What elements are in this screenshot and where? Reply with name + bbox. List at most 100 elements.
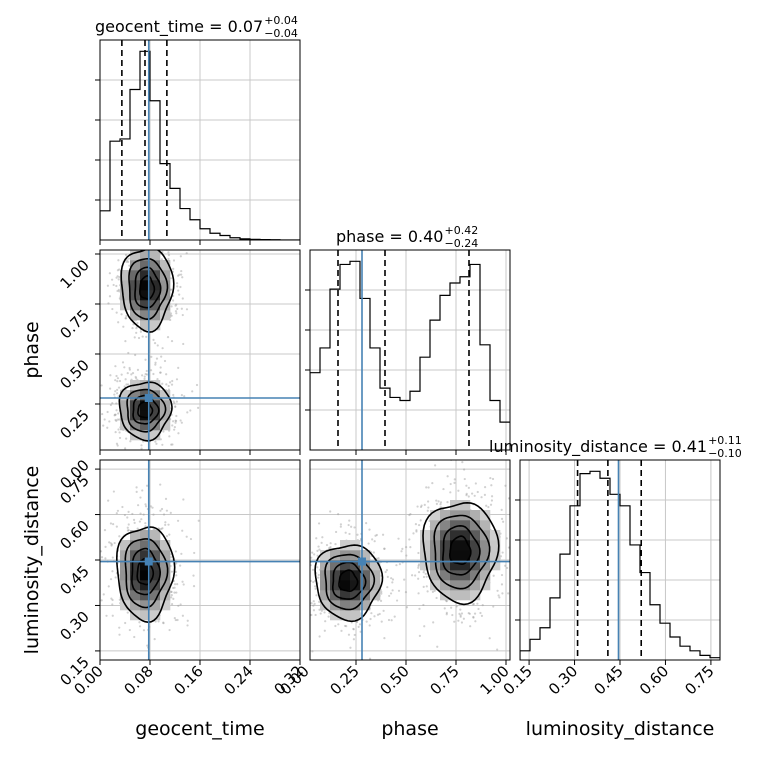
density-cell: [480, 570, 491, 581]
sample-point: [94, 419, 96, 421]
density-cell: [160, 550, 171, 561]
sample-point: [177, 366, 180, 369]
sample-point: [116, 418, 119, 421]
sample-point: [177, 274, 180, 277]
sample-point: [325, 543, 329, 547]
density-cell: [140, 570, 151, 581]
contour-line: [338, 569, 359, 593]
sample-point: [136, 321, 139, 325]
sample-point: [301, 569, 303, 571]
title-text: luminosity_distance = 0.41: [489, 437, 707, 457]
sample-point: [160, 355, 163, 358]
density-cell: [130, 390, 141, 401]
sample-point: [317, 522, 321, 525]
sample-point: [380, 592, 383, 595]
sample-point: [453, 478, 456, 481]
sample-point: [504, 564, 507, 567]
sample-point: [367, 542, 370, 545]
density-cell: [130, 540, 141, 551]
sample-point: [437, 500, 440, 503]
sample-point: [121, 361, 125, 364]
sample-point: [483, 493, 487, 496]
sample-point: [492, 574, 495, 577]
sample-point: [116, 275, 119, 278]
density-cell: [140, 320, 151, 331]
contour-line: [332, 561, 367, 600]
density-cell: [440, 560, 451, 571]
sample-point: [371, 538, 374, 541]
sample-point: [186, 411, 189, 414]
contour-line: [134, 266, 162, 309]
sample-point: [97, 327, 99, 329]
sample-point: [134, 375, 137, 379]
contour-line: [115, 526, 176, 624]
density-panel-phase-luminosity_distance: [301, 451, 517, 660]
density-cell: [330, 570, 341, 581]
sample-point: [115, 402, 118, 405]
sample-point: [180, 421, 183, 424]
sample-point: [108, 295, 112, 298]
sample-point: [386, 575, 389, 578]
contour-line: [138, 274, 156, 300]
sample-point: [401, 547, 404, 550]
sample-point: [133, 521, 136, 524]
density-cell: [130, 590, 141, 601]
density-cell: [160, 560, 171, 571]
density-cell: [320, 600, 331, 611]
density-cell: [140, 260, 151, 271]
sample-point: [111, 603, 114, 606]
sample-point: [312, 609, 316, 612]
sample-point: [126, 526, 129, 529]
sample-point: [445, 600, 448, 603]
sample-point: [165, 383, 168, 386]
sample-point: [383, 547, 386, 550]
contour-line: [120, 250, 175, 333]
sample-point: [193, 242, 195, 244]
sample-point: [464, 451, 466, 453]
sample-point: [178, 293, 181, 296]
sample-point: [395, 564, 398, 567]
sample-point: [159, 366, 162, 369]
sample-point: [175, 312, 178, 315]
density-cell: [160, 390, 171, 401]
sample-point: [108, 420, 111, 423]
density-cell: [130, 530, 141, 541]
sample-point: [152, 527, 155, 531]
sample-point: [108, 541, 111, 544]
sample-point: [197, 406, 200, 409]
sample-point: [193, 551, 196, 555]
sample-point: [172, 259, 176, 262]
sample-point: [419, 505, 423, 509]
y-tick-label: 0.50: [56, 356, 92, 392]
sample-point: [133, 233, 135, 235]
density-cell: [160, 410, 171, 421]
sample-point: [81, 290, 83, 292]
density-cell: [130, 600, 141, 611]
sample-point: [114, 390, 117, 393]
sample-point: [137, 336, 141, 340]
density-cell: [460, 550, 471, 561]
sample-point: [106, 426, 109, 429]
sample-point: [182, 342, 185, 346]
sample-point: [144, 372, 147, 376]
sample-point: [124, 447, 127, 450]
density-cell: [130, 410, 141, 421]
sample-point: [162, 621, 165, 624]
sample-point: [343, 624, 347, 628]
density-cell: [120, 280, 131, 291]
sample-point: [434, 464, 437, 467]
sample-point: [145, 335, 148, 338]
density-cell: [350, 580, 361, 591]
sample-point: [162, 513, 166, 516]
sample-point: [110, 597, 113, 600]
sample-point: [174, 405, 177, 409]
sample-point: [176, 285, 179, 288]
sample-point: [143, 237, 145, 239]
sample-point: [118, 633, 121, 636]
sample-point: [179, 603, 182, 606]
sample-point: [151, 247, 153, 249]
sample-point: [383, 547, 386, 550]
sample-point: [480, 614, 484, 617]
sample-point: [515, 509, 517, 511]
sample-point: [127, 383, 130, 386]
